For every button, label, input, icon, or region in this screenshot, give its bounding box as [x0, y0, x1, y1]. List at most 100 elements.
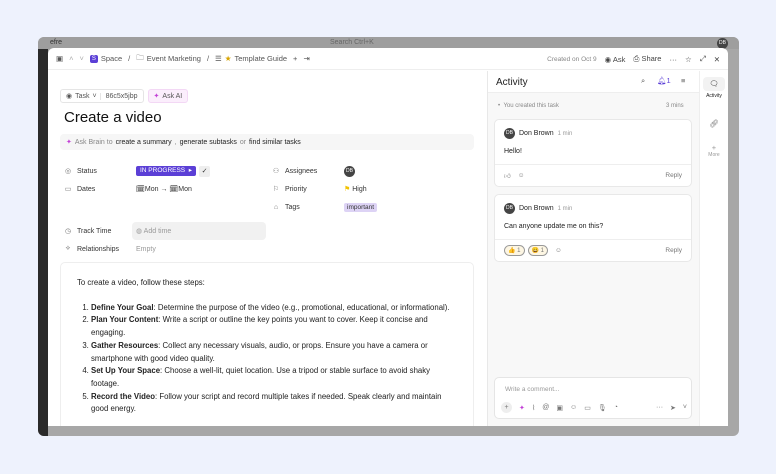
- comment-card: DB Don Brown 1 min Can anyone update me on…: [494, 194, 692, 262]
- rel-label: Relationships: [77, 245, 120, 253]
- assignees-label: Assignees: [285, 167, 318, 175]
- comment-card: DB Don Brown 1 min Hello! 👍︎ ☺ Reply: [494, 119, 692, 187]
- more-icon[interactable]: ···: [656, 404, 664, 411]
- calendar-icon: ▭: [64, 186, 72, 193]
- activity-title: Activity: [496, 77, 528, 88]
- comment-time: 1 min: [557, 130, 573, 137]
- brain-prefix: Ask Brain to: [74, 138, 113, 146]
- status-badge[interactable]: IN PROGRESS ▸: [136, 166, 197, 176]
- relationships-icon: ⟡: [65, 245, 71, 252]
- task-topbar: ▣ ˄ ˅ S Space / 🗀 Event Marketing / ☰ ★ Templa…: [48, 48, 728, 70]
- created-event: • You created this task: [498, 103, 559, 109]
- comment-input[interactable]: Write a comment...: [505, 386, 560, 393]
- task-title[interactable]: Create a video: [64, 109, 162, 126]
- add-reaction-icon[interactable]: ☺: [517, 172, 525, 179]
- task-modal: ▣ ˄ ˅ S Space / 🗀 Event Marketing / ☰ ★ Templa…: [48, 48, 728, 426]
- search-icon[interactable]: ⌕: [641, 76, 646, 85]
- priority-label: Priority: [285, 185, 307, 193]
- share-button[interactable]: ⎙ Share: [633, 54, 662, 63]
- breadcrumb-space[interactable]: S Space: [89, 54, 123, 63]
- move-icon[interactable]: ⇥: [303, 54, 310, 63]
- complete-check-icon[interactable]: ✓: [199, 165, 211, 177]
- comment-text: Can anyone update me on this?: [504, 223, 604, 230]
- status-icon: ◎: [64, 168, 72, 175]
- link-icon[interactable]: 🔗︎: [709, 119, 719, 128]
- breadcrumb-list[interactable]: ☰ ★ Template Guide: [215, 54, 288, 63]
- plus-icon: +: [711, 143, 717, 152]
- comment-time: 1 min: [557, 205, 573, 212]
- workspace-name[interactable]: efre: [50, 39, 63, 46]
- sep: ,: [174, 138, 177, 146]
- add-time-input[interactable]: ◍ Add time: [136, 228, 172, 235]
- comment-icon: 🗨︎: [703, 77, 725, 91]
- sep: or: [239, 138, 247, 146]
- add-icon[interactable]: +: [293, 54, 298, 63]
- flag-icon: ⚑: [344, 186, 351, 193]
- sidebar-toggle-icon[interactable]: ▣: [56, 54, 64, 63]
- video-icon[interactable]: ▭: [584, 404, 591, 412]
- ask-brain-bar: ✦ Ask Brain to create a summary, generat…: [60, 134, 474, 150]
- background-topbar: efre Search Ctrl+K DB: [38, 37, 739, 49]
- search-bar[interactable]: Search Ctrl+K: [330, 39, 374, 46]
- assign-icon[interactable]: ◔: [613, 404, 618, 411]
- attach-icon[interactable]: ⌇: [531, 404, 536, 412]
- brain-icon: ✦: [66, 139, 72, 146]
- clip-icon[interactable]: ▣: [556, 404, 564, 412]
- folder-icon: 🗀: [136, 53, 144, 62]
- plus-icon[interactable]: +: [501, 402, 512, 413]
- due-date[interactable]: 🗓Mon: [169, 186, 192, 193]
- chevron-down-icon[interactable]: ˅: [682, 404, 687, 411]
- step-item: Define Your Goal: Determine the purpose …: [91, 302, 457, 315]
- breadcrumb-folder[interactable]: 🗀 Event Marketing: [136, 53, 201, 63]
- background-sidebar: [38, 49, 48, 436]
- user-avatar[interactable]: DB: [717, 38, 728, 49]
- ask-ai-button[interactable]: ✦ Ask AI: [147, 89, 189, 103]
- comment-text: Hello!: [504, 148, 522, 155]
- rail-activity[interactable]: 🗨︎ Activity: [703, 77, 725, 99]
- comment-author[interactable]: Don Brown: [519, 130, 554, 137]
- mic-icon[interactable]: 🎙︎: [597, 404, 607, 412]
- description-intro: To create a video, follow these steps:: [77, 278, 205, 287]
- filter-icon[interactable]: ≡: [681, 76, 686, 85]
- tags-label: Tags: [285, 203, 300, 211]
- chevron-down-icon[interactable]: ˅: [79, 54, 84, 63]
- ask-button[interactable]: ◉ Ask: [604, 54, 626, 64]
- reaction-thumbs-up[interactable]: 👍 1: [504, 245, 525, 256]
- close-icon[interactable]: ✕: [713, 54, 720, 64]
- send-icon[interactable]: ➤: [670, 404, 676, 412]
- step-item: Record the Video: Follow your script and…: [91, 391, 457, 416]
- comment-author[interactable]: Don Brown: [519, 205, 554, 212]
- task-description[interactable]: To create a video, follow these steps: D…: [60, 262, 474, 426]
- more-icon[interactable]: ···: [669, 54, 677, 64]
- task-main: ◉ Task ˅ 86c5x5jbp ✦ Ask AI Create a video…: [48, 71, 487, 426]
- assignee-avatar[interactable]: DB: [344, 165, 355, 177]
- favorite-icon[interactable]: ☆: [684, 54, 692, 64]
- notification-button[interactable]: 🔔︎1: [657, 76, 671, 85]
- chevron-up-icon[interactable]: ˄: [69, 54, 74, 63]
- tag-important[interactable]: important: [344, 202, 378, 212]
- mention-icon[interactable]: @: [542, 404, 550, 411]
- task-id[interactable]: 86c5x5jbp: [99, 92, 138, 100]
- generate-subtasks-link[interactable]: generate subtasks: [179, 138, 237, 146]
- flag-outline-icon: ⚐: [272, 186, 280, 193]
- space-icon: S: [89, 54, 98, 63]
- ai-icon[interactable]: ✦: [519, 404, 525, 412]
- priority-value[interactable]: ⚑ High: [344, 186, 367, 193]
- create-summary-link[interactable]: create a summary: [115, 138, 172, 146]
- avatar: DB: [504, 203, 515, 214]
- start-date[interactable]: 🗓Mon: [136, 186, 159, 193]
- add-reaction-icon[interactable]: ☺: [555, 247, 562, 254]
- like-icon[interactable]: 👍︎: [504, 172, 511, 180]
- activity-panel: Activity ⌕ 🔔︎1 ≡ • You created this task…: [487, 71, 699, 426]
- expand-icon[interactable]: ⤢: [699, 54, 706, 63]
- list-icon: ☰: [215, 54, 222, 63]
- reaction-smile[interactable]: 😀 1: [527, 245, 548, 256]
- relationships-value[interactable]: Empty: [136, 245, 156, 253]
- task-type-button[interactable]: ◉ Task ˅ 86c5x5jbp: [60, 89, 144, 103]
- reply-button[interactable]: Reply: [665, 247, 682, 254]
- status-label: Status: [77, 167, 97, 175]
- reply-button[interactable]: Reply: [665, 172, 682, 179]
- emoji-icon[interactable]: ☺: [570, 404, 578, 411]
- rail-more[interactable]: + More: [703, 143, 725, 158]
- find-similar-link[interactable]: find similar tasks: [249, 138, 301, 146]
